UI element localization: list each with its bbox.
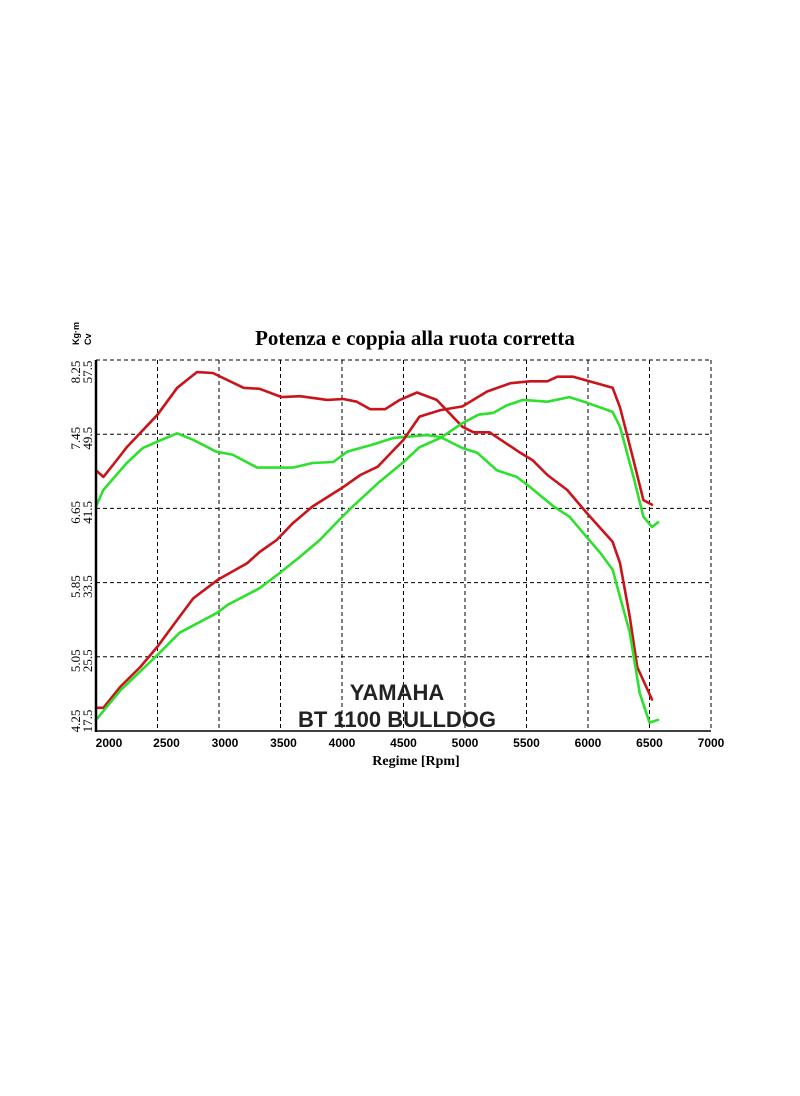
series-red-torque (94, 370, 654, 701)
y-tick-labels: 4.25 5.05 5.85 6.65 7.45 8.25 17.5 25.5 33.5 41.5… (68, 322, 95, 732)
x-tick-label: 2500 (153, 736, 180, 750)
y-tick-label-power: 25.5 (80, 649, 95, 672)
x-tick-label: 2000 (96, 736, 123, 750)
x-tick-labels: 2000 2500 3000 3500 4000 4500 5000 5500 6000 6500… (96, 736, 725, 750)
series-green-power (94, 395, 660, 722)
series-green-torque (94, 431, 660, 725)
x-axis-label: Regime [Rpm] (372, 754, 459, 769)
y-tick-label-torque: 6.65 (68, 501, 83, 524)
x-tick-label: 4500 (390, 736, 417, 750)
x-tick-label: 5000 (452, 736, 479, 750)
annotation-brand: YAMAHA (350, 680, 445, 705)
y-unit-power: Cv (83, 333, 93, 345)
chart-title: Potenza e coppia alla ruota corretta (255, 326, 575, 350)
y-tick-label-power: 17.5 (80, 710, 95, 733)
x-tick-label: 6500 (636, 736, 663, 750)
grid (96, 359, 712, 731)
y-tick-label-power: 57.5 (80, 361, 95, 384)
y-tick-label-torque: 5.85 (68, 575, 83, 598)
y-tick-label-torque: 7.45 (68, 427, 83, 450)
y-tick-label-torque: 5.05 (68, 649, 83, 672)
series-red-power (94, 375, 654, 710)
x-tick-label: 3000 (212, 736, 239, 750)
y-tick-label-torque: 8.25 (68, 361, 83, 384)
y-tick-label-power: 33.5 (80, 575, 95, 598)
x-tick-label: 4000 (329, 736, 356, 750)
x-tick-label: 6000 (575, 736, 602, 750)
y-tick-label-torque: 4.25 (68, 710, 83, 733)
x-tick-label: 5500 (513, 736, 540, 750)
y-tick-label-power: 49.5 (80, 427, 95, 450)
annotation-model: BT 1100 BULLDOG (298, 707, 496, 732)
x-tick-label: 7000 (698, 736, 725, 750)
y-unit-torque: Kg·m (71, 322, 81, 345)
axes (94, 360, 711, 732)
x-tick-label: 3500 (270, 736, 297, 750)
series-lines (94, 370, 660, 725)
y-tick-label-power: 41.5 (80, 501, 95, 524)
